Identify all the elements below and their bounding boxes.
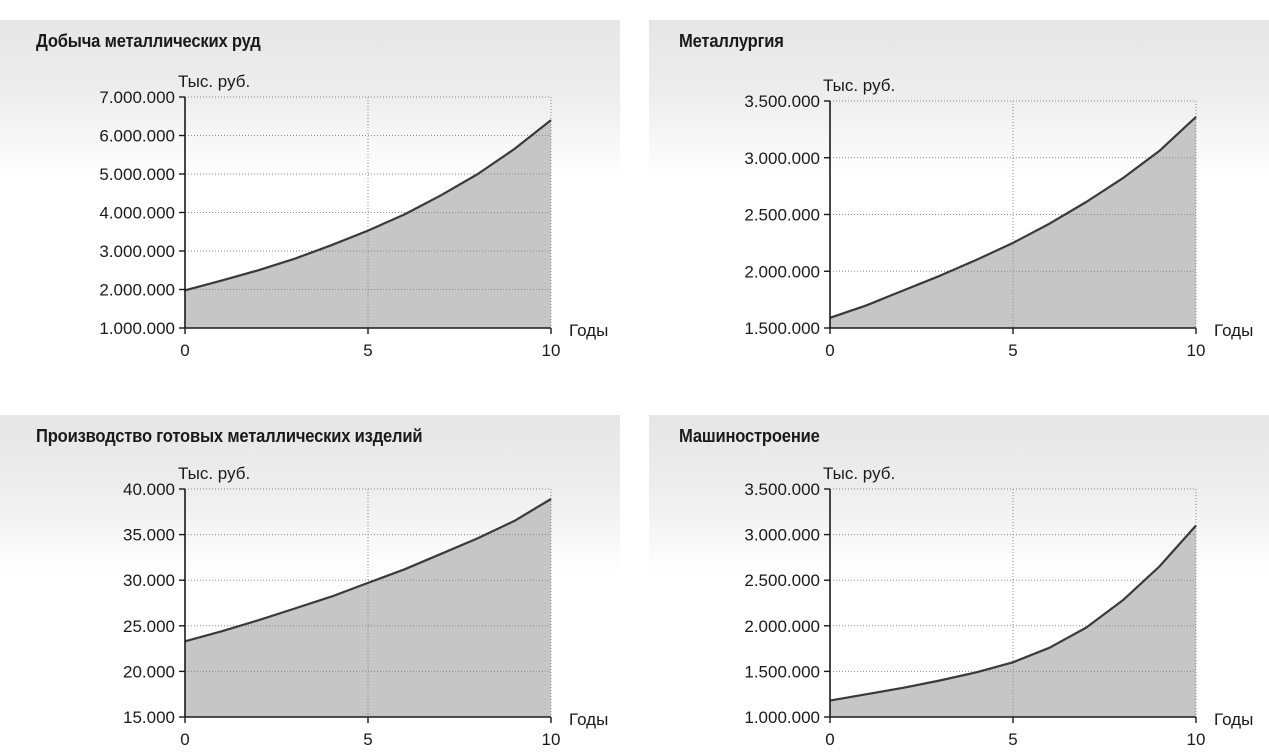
series-line [184, 119, 552, 292]
chart-1-title: Металлургия [679, 31, 784, 51]
y-tick-label: 2.500.000 [744, 206, 820, 225]
y-tick-label: 3.500.000 [744, 480, 820, 499]
chart-1: 1.500.000 2.000.000 2.500.000 3.000.000 3.50… [744, 76, 1253, 360]
y-tick-label: 15.000 [123, 708, 175, 727]
y-tick-label: 3.000.000 [744, 526, 820, 545]
area-fill [830, 525, 1196, 717]
y-tick-label: 25.000 [123, 617, 175, 636]
y-tick-label: 5.000.000 [99, 165, 175, 184]
y-tick-label: 3.000.000 [99, 242, 175, 261]
y-tick-label: 2.500.000 [744, 571, 820, 590]
y-tick-label: 7.000.000 [99, 88, 175, 107]
y-tick-label: 4.000.000 [99, 204, 175, 223]
x-tick-label: 0 [825, 730, 834, 749]
chart-3-title: Машиностроение [679, 426, 820, 446]
chart-2-title: Производство готовых металлических издел… [36, 426, 423, 446]
x-tick-label: 10 [542, 341, 561, 360]
x-tick-label: 0 [180, 730, 189, 749]
y-tick-label: 1.500.000 [744, 319, 820, 338]
area-fill [185, 120, 551, 328]
y-tick-label: 30.000 [123, 571, 175, 590]
x-tick-label: 0 [825, 341, 834, 360]
area-fill [830, 116, 1196, 329]
y-tick-label: 1.000.000 [99, 319, 175, 338]
y-tick-label: 6.000.000 [99, 127, 175, 146]
y-tick-label: 35.000 [123, 526, 175, 545]
y-tick-label: 1.000.000 [744, 708, 820, 727]
x-axis-label: Годы [569, 710, 608, 729]
x-tick-label: 10 [1187, 341, 1206, 360]
chart-3: 1.000.000 1.500.000 2.000.000 2.500.000 3.00… [744, 464, 1253, 749]
y-tick-label: 1.500.000 [744, 662, 820, 681]
y-tick-label: 3.000.000 [744, 149, 820, 168]
y-tick-label: 3.500.000 [744, 92, 820, 111]
x-tick-label: 0 [180, 341, 189, 360]
y-tick-label: 40.000 [123, 480, 175, 499]
area-fill [185, 499, 551, 717]
x-tick-label: 5 [363, 341, 372, 360]
y-axis-label: Тыс. руб. [823, 76, 895, 95]
x-tick-label: 5 [363, 730, 372, 749]
series-line [829, 116, 1197, 319]
y-tick-label: 20.000 [123, 662, 175, 681]
series-line [184, 498, 552, 643]
y-tick-label: 2.000.000 [744, 262, 820, 281]
chart-0: 1.000.000 2.000.000 3.000.000 4.000.000 5.00… [99, 72, 608, 360]
series-line [829, 524, 1197, 702]
x-axis-label: Годы [1214, 321, 1253, 340]
y-axis-label: Тыс. руб. [178, 464, 250, 483]
y-axis-label: Тыс. руб. [823, 464, 895, 483]
y-axis-label: Тыс. руб. [178, 72, 250, 91]
y-tick-label: 2.000.000 [744, 617, 820, 636]
x-tick-label: 10 [1187, 730, 1206, 749]
chart-0-title: Добыча металлических руд [36, 31, 261, 51]
x-tick-label: 5 [1008, 730, 1017, 749]
chart-2: 15.000 20.000 25.000 30.000 35.000 40.000 0 5 10… [123, 464, 608, 749]
chart-3-header-band [649, 415, 1269, 575]
y-tick-label: 2.000.000 [99, 281, 175, 300]
x-axis-label: Годы [569, 321, 608, 340]
x-tick-label: 5 [1008, 341, 1017, 360]
x-axis-label: Годы [1214, 710, 1253, 729]
x-tick-label: 10 [542, 730, 561, 749]
